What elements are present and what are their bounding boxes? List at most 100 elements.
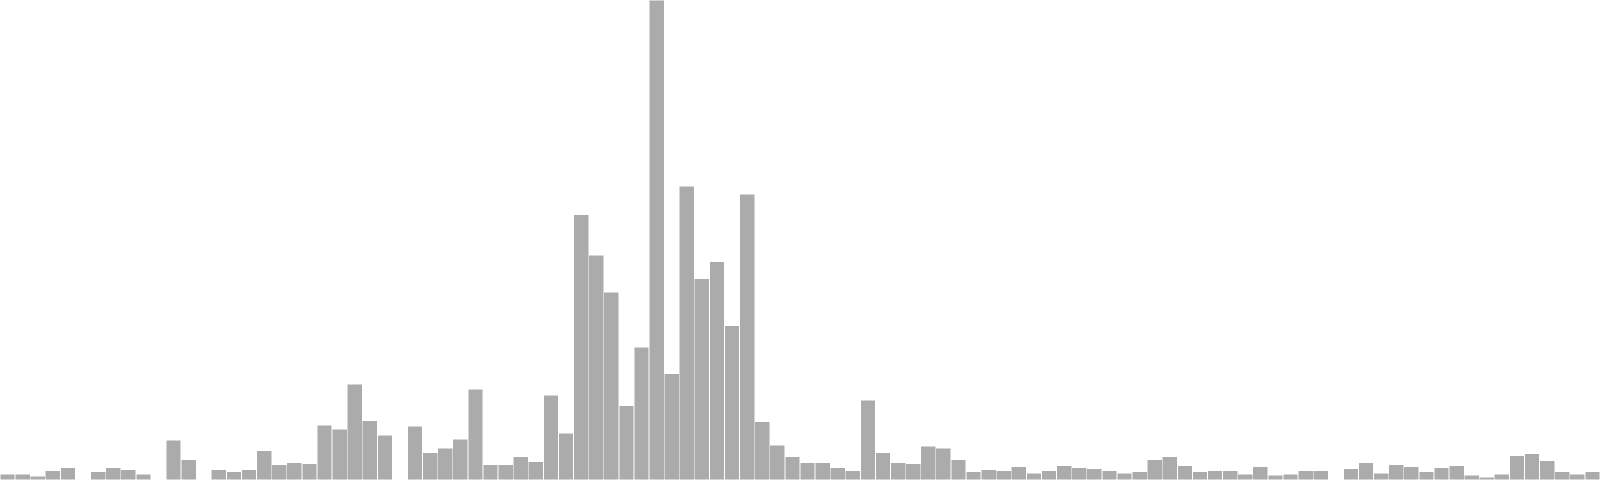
histogram-bar bbox=[376, 434, 393, 480]
histogram-bar bbox=[14, 473, 31, 480]
histogram-bar bbox=[1010, 466, 1027, 480]
histogram-bar bbox=[180, 459, 197, 480]
histogram-bar bbox=[346, 383, 363, 480]
histogram-bar bbox=[1041, 470, 1058, 480]
histogram-bar bbox=[331, 428, 348, 480]
histogram-bar bbox=[663, 373, 680, 480]
histogram-bar bbox=[1071, 467, 1088, 480]
histogram-bar bbox=[769, 444, 786, 480]
histogram-bar bbox=[1418, 471, 1435, 480]
histogram-bar bbox=[44, 470, 61, 480]
histogram-bar bbox=[814, 462, 831, 480]
histogram-bar bbox=[1448, 465, 1465, 480]
histogram-bar bbox=[527, 461, 544, 480]
histogram-bar bbox=[1131, 471, 1148, 480]
histogram-bar bbox=[437, 447, 454, 480]
histogram-bar bbox=[120, 469, 137, 480]
histogram-bar bbox=[467, 388, 484, 480]
histogram-bar bbox=[256, 449, 273, 480]
histogram-bar bbox=[361, 420, 378, 480]
histogram-bar bbox=[241, 469, 257, 480]
histogram-bar bbox=[573, 214, 590, 480]
histogram-bar bbox=[965, 471, 982, 480]
histogram-bar bbox=[226, 471, 242, 480]
histogram-bar bbox=[1463, 474, 1480, 480]
histogram-bar bbox=[678, 185, 695, 480]
histogram-bar bbox=[1343, 468, 1359, 480]
histogram-bar bbox=[512, 456, 529, 480]
histogram-bar bbox=[558, 432, 574, 480]
histogram-bar bbox=[1373, 472, 1390, 480]
histogram-bar bbox=[995, 470, 1012, 480]
histogram-bar bbox=[1026, 472, 1042, 480]
histogram-bar bbox=[648, 0, 665, 480]
histogram-bar bbox=[105, 467, 122, 480]
histogram-bar bbox=[1297, 470, 1314, 480]
histogram-bar bbox=[844, 470, 861, 480]
histogram-bar bbox=[90, 471, 107, 480]
histogram-bar bbox=[693, 278, 710, 480]
histogram-bar bbox=[482, 464, 499, 480]
histogram-bar bbox=[165, 439, 182, 480]
histogram-bar bbox=[422, 452, 439, 480]
histogram-bar bbox=[1493, 473, 1510, 480]
histogram-bar bbox=[1433, 467, 1450, 480]
histogram-bar bbox=[875, 452, 891, 480]
histogram-bar bbox=[739, 193, 756, 480]
histogram-bar bbox=[210, 469, 227, 480]
histogram-bar bbox=[724, 325, 741, 480]
histogram-bar bbox=[497, 464, 514, 480]
histogram-bar bbox=[1388, 464, 1405, 480]
histogram-bar bbox=[1584, 471, 1600, 480]
histogram-bar bbox=[1237, 473, 1254, 480]
histogram-bar bbox=[1554, 471, 1571, 480]
histogram-bar bbox=[709, 261, 725, 480]
histogram-bar bbox=[452, 438, 469, 480]
histogram-bar bbox=[1312, 470, 1329, 480]
histogram-bar bbox=[784, 456, 801, 480]
histogram-bar bbox=[588, 254, 605, 480]
histogram-bar bbox=[135, 473, 152, 480]
histogram-bar bbox=[1509, 455, 1525, 480]
histogram-bar bbox=[1539, 460, 1556, 480]
histogram-bar bbox=[543, 394, 559, 480]
histogram-bar bbox=[1161, 456, 1178, 480]
histogram-bar bbox=[407, 425, 424, 480]
histogram-bar bbox=[799, 462, 816, 480]
histogram-bar bbox=[950, 459, 967, 480]
histogram-bar bbox=[754, 421, 771, 480]
histogram-bar bbox=[1282, 473, 1299, 480]
histogram-bar bbox=[29, 475, 46, 480]
histogram-bar bbox=[1403, 466, 1420, 480]
histogram-bar bbox=[633, 346, 650, 480]
histogram-bar bbox=[301, 463, 318, 480]
histogram-bar bbox=[980, 469, 997, 480]
histogram-bar bbox=[59, 467, 76, 480]
histogram-bar bbox=[1086, 468, 1103, 480]
histogram-bar bbox=[1358, 462, 1374, 480]
histogram-bar bbox=[286, 462, 303, 480]
histogram-bar bbox=[1569, 473, 1586, 480]
histogram-bar bbox=[905, 463, 922, 480]
histogram-bar bbox=[920, 445, 937, 480]
histogram-bar bbox=[316, 424, 333, 480]
histogram-bar bbox=[1222, 470, 1239, 480]
histogram-bar bbox=[890, 462, 907, 480]
histogram-bar bbox=[1101, 470, 1118, 480]
histogram-bar bbox=[1207, 470, 1224, 480]
histogram-bar bbox=[935, 447, 952, 480]
histogram-bar bbox=[1056, 465, 1073, 480]
histogram-bar bbox=[1524, 453, 1541, 480]
histogram-bar bbox=[271, 464, 288, 480]
histogram-bar bbox=[1116, 472, 1133, 480]
histogram-bar bbox=[603, 291, 620, 480]
histogram-bar bbox=[1146, 459, 1163, 480]
histogram-bar bbox=[618, 405, 635, 480]
histogram-bar bbox=[859, 399, 876, 480]
histogram-bar bbox=[1192, 471, 1208, 480]
histogram-bar bbox=[1252, 466, 1269, 480]
histogram-bar bbox=[1267, 474, 1284, 480]
